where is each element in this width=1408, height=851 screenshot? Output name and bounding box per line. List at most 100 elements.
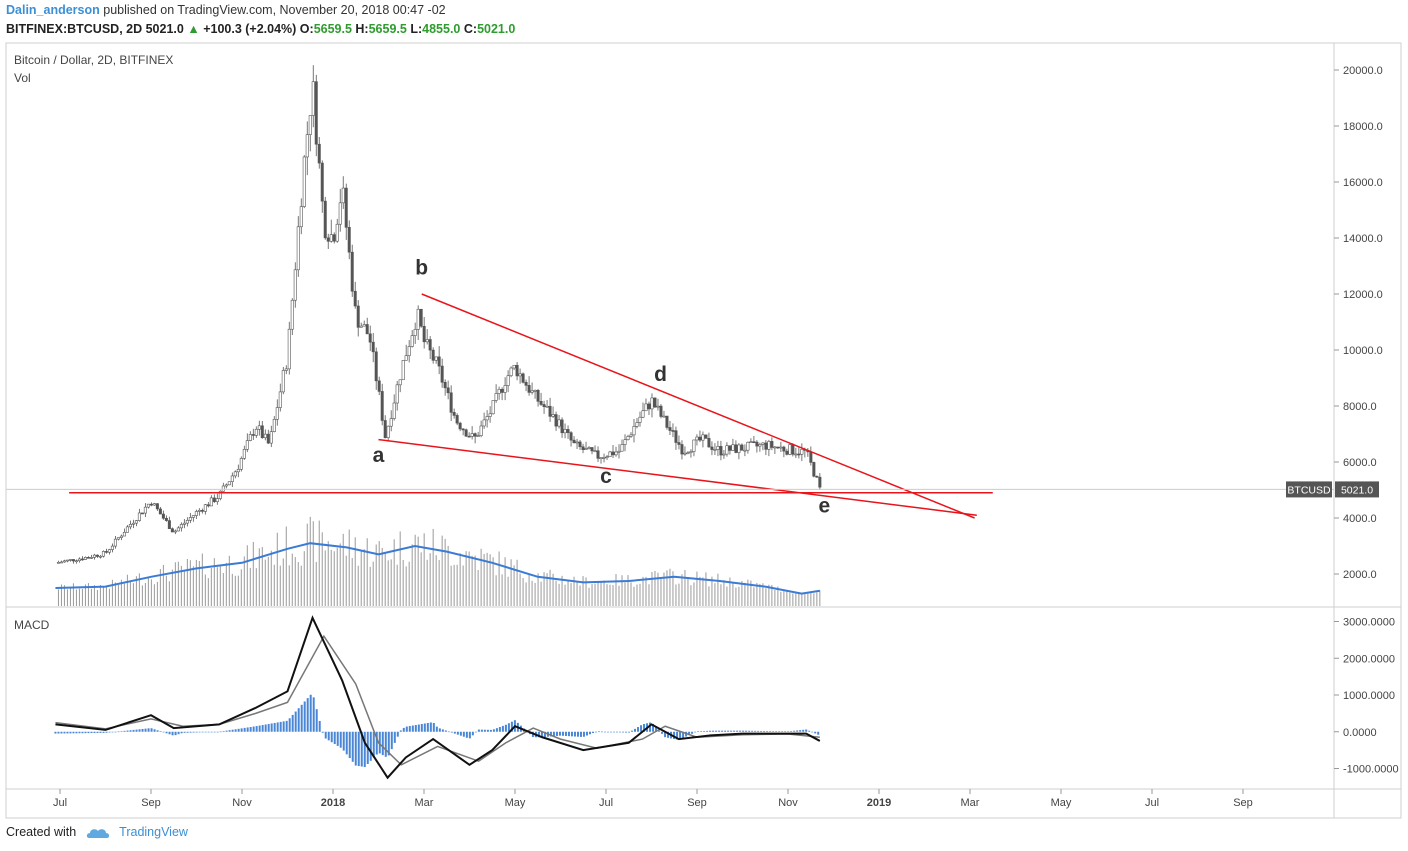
candle-up (617, 450, 621, 453)
candle-up (68, 559, 72, 561)
macd-histogram-bar (81, 731, 84, 734)
macd-histogram-bar (204, 731, 207, 733)
macd-histogram-bar (781, 731, 784, 732)
candle-up (389, 418, 393, 427)
macd-histogram-bar (757, 730, 760, 732)
candle-up (230, 475, 234, 482)
candle-up (362, 324, 366, 327)
candle-up (296, 226, 300, 271)
author-link[interactable]: Dalin_anderson (6, 3, 100, 17)
candle-up (410, 335, 414, 347)
candle-up (233, 471, 237, 477)
candle-down (320, 162, 324, 202)
candle-up (131, 522, 135, 525)
macd-histogram-bar (450, 731, 453, 733)
candle-down (458, 422, 462, 430)
macd-histogram-bar (192, 731, 195, 733)
candle-up (215, 498, 219, 503)
candle-down (647, 403, 651, 410)
candle-up (98, 555, 102, 558)
candle-down (818, 476, 822, 488)
volume-ma-line (55, 542, 821, 595)
macd-histogram-bar (495, 728, 498, 732)
macd-histogram-bar (351, 731, 354, 762)
macd-histogram-bar (429, 722, 432, 732)
candle-up (227, 481, 231, 486)
price-tick-label: 2000.0 (1343, 569, 1377, 581)
candle-up (416, 308, 420, 330)
macd-histogram-bar (567, 731, 570, 737)
candle-up (530, 390, 534, 393)
macd-histogram-bar (237, 728, 240, 732)
candle-up (395, 384, 399, 404)
macd-tick-label: 3000.0000 (1343, 617, 1395, 629)
macd-histogram-bar (540, 731, 543, 738)
price-tick-label: 18000.0 (1343, 121, 1383, 133)
candle-down (374, 351, 378, 382)
macd-histogram-bar (769, 731, 772, 732)
macd-histogram-bar (252, 726, 255, 732)
macd-histogram-bar (99, 731, 102, 733)
candle-down (797, 453, 801, 456)
time-tick-label: Nov (778, 797, 798, 809)
last-price-badge (1335, 481, 1379, 498)
macd-label: MACD (14, 618, 50, 632)
macd-histogram-bar (814, 731, 817, 734)
candle-up (716, 446, 720, 450)
volume-label: Vol (14, 71, 31, 85)
candle-up (272, 419, 276, 432)
macd-histogram-bar (573, 731, 576, 737)
macd-histogram-bar (808, 730, 811, 732)
symbol-badge-label: BTCUSD (1287, 484, 1331, 496)
macd-histogram-bar (309, 694, 312, 732)
candle-up (89, 557, 93, 559)
candle-up (737, 444, 741, 453)
macd-histogram-bar (441, 729, 444, 732)
macd-histogram-bar (384, 731, 387, 757)
candle-up (56, 562, 60, 564)
candle-down (668, 427, 672, 431)
macd-histogram-bar (213, 731, 216, 733)
candle-up (77, 558, 81, 562)
macd-histogram-bar (285, 720, 288, 732)
macd-histogram-bar (126, 730, 129, 732)
macd-histogram-bar (739, 730, 742, 732)
macd-histogram-bar (387, 731, 390, 756)
created-with-text: Created with (6, 825, 77, 839)
macd-histogram-bar (724, 730, 727, 732)
close-label: C: (463, 22, 478, 36)
macd-histogram-bar (775, 731, 778, 732)
candle-down (323, 200, 327, 239)
time-tick-label: 2019 (867, 797, 891, 809)
macd-histogram-bar (123, 730, 126, 732)
candle-up (245, 440, 249, 450)
candle-up (425, 339, 429, 343)
macd-histogram-bar (72, 731, 75, 734)
candle-up (767, 441, 771, 450)
price-tick-label: 8000.0 (1343, 401, 1377, 413)
candle-up (281, 370, 285, 393)
macd-histogram-bar (57, 731, 60, 734)
macd-histogram-bar (318, 720, 321, 732)
candle-up (692, 439, 696, 452)
candle-up (239, 458, 243, 470)
macd-histogram-bar (676, 731, 679, 740)
macd-histogram-bar (189, 731, 192, 733)
macd-histogram-bar (360, 731, 363, 767)
macd-histogram-bar (393, 731, 396, 743)
macd-histogram-bar (261, 725, 264, 732)
macd-histogram-bar (348, 731, 351, 759)
candle-up (146, 503, 150, 508)
macd-histogram-bar (465, 731, 468, 738)
macd-histogram-bar (159, 731, 162, 732)
candle-up (749, 441, 753, 443)
candle-down (440, 365, 444, 383)
open-value: 5659.5 (313, 22, 352, 36)
macd-histogram-bar (291, 714, 294, 732)
candle-up (188, 517, 192, 521)
candle-up (518, 373, 522, 377)
macd-histogram-bar (264, 724, 267, 732)
tradingview-link[interactable]: TradingView (119, 825, 188, 839)
candle-down (473, 433, 477, 437)
